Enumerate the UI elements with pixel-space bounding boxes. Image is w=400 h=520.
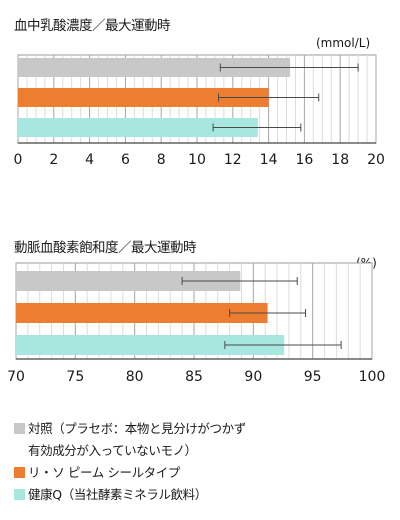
x-tick-label: 12 <box>224 152 242 168</box>
bar-drink <box>16 335 285 355</box>
x-tick-label: 95 <box>304 369 322 385</box>
legend-item-control: 対照（プラセボ：本物と見分けがつかず 有効成分が入っていないモノ） <box>14 418 394 462</box>
chart-2-plot: 70 75 80 85 90 95 100 <box>7 262 386 385</box>
chart-1-plot: 0 2 4 6 8 10 12 14 16 18 20 <box>14 54 385 168</box>
legend-item-drink: 健康Q（当社酵素ミネラル飲料） <box>14 484 394 506</box>
legend-label-control-line-1: 対照（プラセボ：本物と見分けがつかず <box>28 421 246 436</box>
x-tick-label: 70 <box>7 369 25 385</box>
legend: 対照（プラセボ：本物と見分けがつかず 有効成分が入っていないモノ） リ・ソ ピー… <box>14 418 394 506</box>
x-tick-label: 8 <box>157 152 166 168</box>
bar-seal <box>16 303 268 323</box>
legend-label-control-line-2: 有効成分が入っていないモノ） <box>28 443 197 458</box>
x-tick-label: 6 <box>121 152 130 168</box>
legend-swatch-seal <box>14 467 25 478</box>
x-tick-label: 2 <box>49 152 58 168</box>
x-tick-label: 16 <box>295 152 313 168</box>
legend-swatch-drink <box>14 489 25 500</box>
x-tick-label: 0 <box>14 152 23 168</box>
bar-drink <box>18 118 258 137</box>
x-tick-label: 80 <box>126 369 144 385</box>
bar-seal <box>18 88 269 107</box>
x-tick-label: 90 <box>244 369 262 385</box>
legend-item-seal: リ・ソ ピーム シールタイプ <box>14 462 394 484</box>
bar-control <box>16 271 241 291</box>
chart-1-title: 血中乳酸濃度／最大運動時 <box>14 18 171 34</box>
bar-control <box>18 58 291 77</box>
x-tick-label: 100 <box>359 369 386 385</box>
legend-label-seal: リ・ソ ピーム シールタイプ <box>28 465 180 480</box>
chart-1-unit: (mmol/L) <box>316 36 371 50</box>
x-tick-label: 4 <box>85 152 94 168</box>
x-tick-label: 85 <box>185 369 203 385</box>
x-tick-label: 10 <box>188 152 206 168</box>
legend-label-drink: 健康Q（当社酵素ミネラル飲料） <box>28 487 207 502</box>
x-tick-label: 14 <box>260 152 278 168</box>
x-tick-label: 75 <box>66 369 84 385</box>
x-tick-label: 18 <box>331 152 349 168</box>
legend-swatch-control <box>14 423 25 434</box>
chart-2-title: 動脈血酸素飽和度／最大運動時 <box>14 240 197 256</box>
x-tick-label: 20 <box>367 152 385 168</box>
